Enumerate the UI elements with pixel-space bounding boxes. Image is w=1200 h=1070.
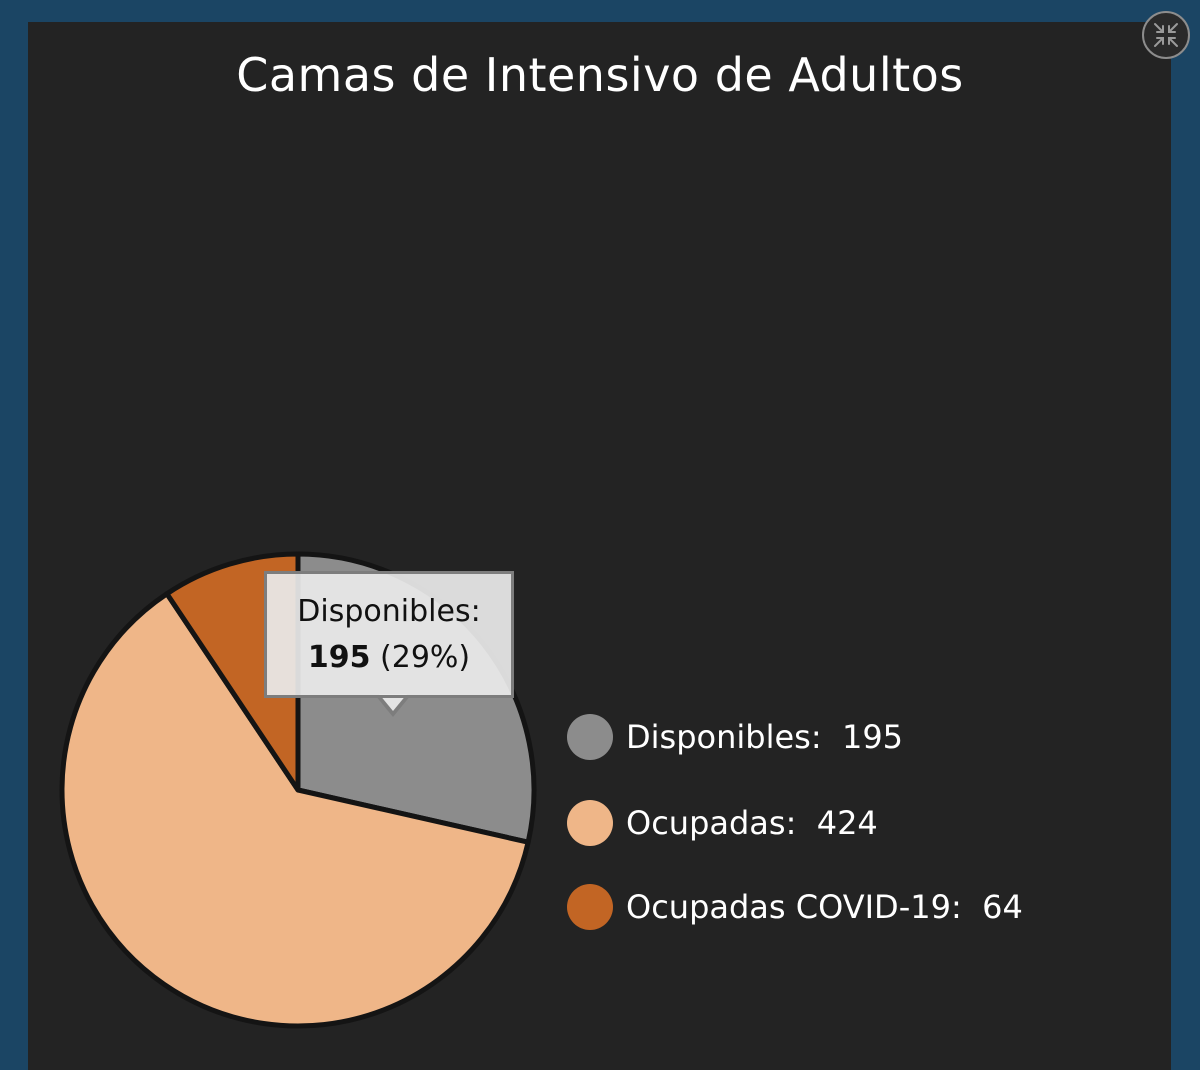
legend-label: Disponibles: 195: [626, 718, 904, 756]
legend-swatch: [567, 884, 613, 930]
pie-slice-ocupadas[interactable]: [59, 591, 531, 1029]
tooltip-value: 195: [307, 640, 371, 675]
legend-label: Ocupadas: 424: [626, 804, 878, 842]
legend-item-ocupadas[interactable]: Ocupadas: 424: [560, 788, 960, 858]
tooltip: Disponibles: 195 (29%): [264, 571, 514, 698]
tooltip-value-line: 195 (29%): [267, 638, 511, 678]
chart-title: Camas de Intensivo de Adultos: [236, 48, 964, 102]
tooltip-pointer-fill: [379, 694, 407, 711]
legend-label: Ocupadas COVID-19: 64: [626, 888, 1023, 926]
legend-item-ocupadas-covid[interactable]: Ocupadas COVID-19: 64: [560, 872, 1023, 942]
collapse-button[interactable]: [1142, 11, 1190, 59]
tooltip-percent: (29%): [380, 640, 471, 675]
legend-swatch: [567, 800, 613, 846]
legend-item-disponibles[interactable]: Disponibles: 195: [560, 702, 960, 772]
legend-swatch: [567, 714, 613, 760]
collapse-arrows-icon: [1154, 23, 1178, 47]
tooltip-category: Disponibles:: [297, 594, 481, 629]
